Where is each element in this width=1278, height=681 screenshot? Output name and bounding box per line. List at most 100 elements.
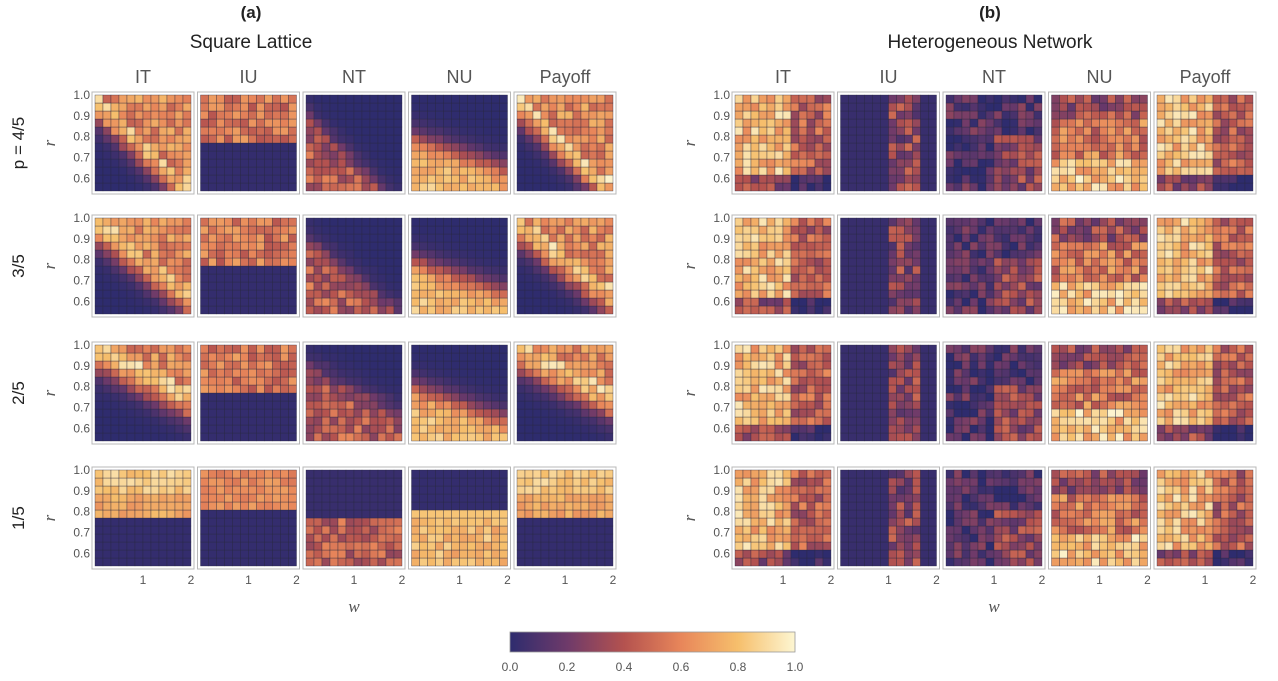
heatmap-cell	[200, 541, 209, 551]
heatmap-cell	[1139, 305, 1148, 315]
heatmap-cell	[896, 416, 905, 426]
heatmap-cell	[166, 217, 176, 227]
heatmap-cell	[264, 344, 273, 354]
heatmap-cell	[377, 376, 387, 386]
heatmap-cell	[419, 557, 428, 567]
heatmap-cell	[208, 273, 217, 283]
heatmap-cell	[118, 297, 128, 307]
heatmap-cell	[248, 408, 257, 418]
heatmap-cell	[880, 233, 889, 243]
heatmap-cell	[920, 110, 929, 120]
heatmap-cell	[150, 257, 160, 267]
heatmap-cell	[1009, 233, 1019, 243]
heatmap-cell	[985, 182, 995, 192]
heatmap-cell	[1099, 102, 1108, 112]
heatmap-cell	[872, 432, 881, 442]
heatmap-cell	[524, 352, 534, 362]
heatmap-cell	[961, 126, 971, 136]
heatmap-cell	[822, 94, 832, 104]
heatmap-cell	[840, 424, 849, 434]
heatmap-cell	[798, 126, 808, 136]
heatmap-cell	[588, 368, 598, 378]
y-tick-label: 0.8	[73, 130, 90, 144]
heatmap-cell	[548, 174, 558, 184]
heatmap-cell	[1131, 408, 1140, 418]
heatmap-cell	[142, 424, 152, 434]
heatmap-cell	[564, 142, 574, 152]
heatmap-cell	[806, 233, 816, 243]
heatmap-cell	[451, 352, 460, 362]
heatmap-cell	[491, 110, 500, 120]
heatmap-cell	[272, 557, 281, 567]
heatmap-cell	[822, 352, 832, 362]
y-axis-label: r	[40, 139, 59, 146]
heatmap-cell	[182, 102, 192, 112]
heatmap-cell	[369, 400, 379, 410]
heatmap-cell	[321, 352, 331, 362]
heatmap-cell	[1009, 392, 1019, 402]
heatmap-cell	[864, 225, 873, 235]
heatmap-cell	[814, 400, 824, 410]
heatmap-frame	[408, 466, 511, 570]
heatmap-cell	[134, 352, 144, 362]
heatmap-cell	[411, 344, 420, 354]
heatmap-cell	[798, 225, 808, 235]
heatmap-cell	[1244, 249, 1254, 259]
heatmap-cell	[224, 305, 233, 315]
heatmap-cell	[524, 525, 534, 535]
heatmap-cell	[491, 158, 500, 168]
heatmap-cell	[742, 126, 752, 136]
heatmap-cell	[337, 166, 347, 176]
heatmap-cell	[305, 376, 315, 386]
heatmap-cell	[961, 432, 971, 442]
heatmap-cell	[1123, 174, 1132, 184]
heatmap-cell	[459, 102, 468, 112]
heatmap-cell	[548, 257, 558, 267]
x-tick-label: 2	[188, 573, 195, 587]
heatmap-cell	[961, 102, 971, 112]
heatmap-cell	[419, 509, 428, 519]
heatmap-cell	[580, 352, 590, 362]
heatmap-cell	[532, 273, 542, 283]
heatmap-cell	[1099, 174, 1108, 184]
heatmap-cell	[1099, 257, 1108, 267]
heatmap-cell	[516, 541, 526, 551]
heatmap-cell	[443, 352, 452, 362]
heatmap-cell	[337, 424, 347, 434]
heatmap-cell	[1017, 249, 1027, 259]
heatmap-cell	[142, 265, 152, 275]
heatmap-cell	[1107, 94, 1116, 104]
heatmap-cell	[596, 517, 606, 527]
heatmap-cell	[580, 118, 590, 128]
heatmap-cell	[1067, 265, 1076, 275]
heatmap-cell	[208, 126, 217, 136]
heatmap-cell	[110, 432, 120, 442]
heatmap-cell	[182, 408, 192, 418]
heatmap-cell	[385, 257, 395, 267]
heatmap-cell	[150, 102, 160, 112]
heatmap-frame	[408, 91, 511, 195]
heatmap-cell	[459, 344, 468, 354]
heatmap-cell	[377, 424, 387, 434]
heatmap-cell	[1164, 297, 1174, 307]
heatmap-cell	[1001, 281, 1011, 291]
heatmap-cell	[572, 241, 582, 251]
heatmap-cell	[1067, 352, 1076, 362]
heatmap-cell	[822, 400, 832, 410]
heatmap-cell	[451, 485, 460, 495]
heatmap-cell	[604, 110, 614, 120]
heatmap-cell	[208, 241, 217, 251]
heatmap-cell	[516, 126, 526, 136]
heatmap-cell	[766, 297, 776, 307]
heatmap-cell	[766, 225, 776, 235]
heatmap-cell	[118, 469, 128, 479]
heatmap-cell	[556, 273, 566, 283]
heatmap-cell	[1099, 360, 1108, 370]
heatmap-cell	[945, 249, 955, 259]
heatmap-cell	[872, 408, 881, 418]
heatmap-cell	[313, 517, 323, 527]
heatmap-cell	[596, 557, 606, 567]
heatmap-cell	[564, 493, 574, 503]
heatmap-cell	[945, 118, 955, 128]
heatmap-cell	[580, 166, 590, 176]
